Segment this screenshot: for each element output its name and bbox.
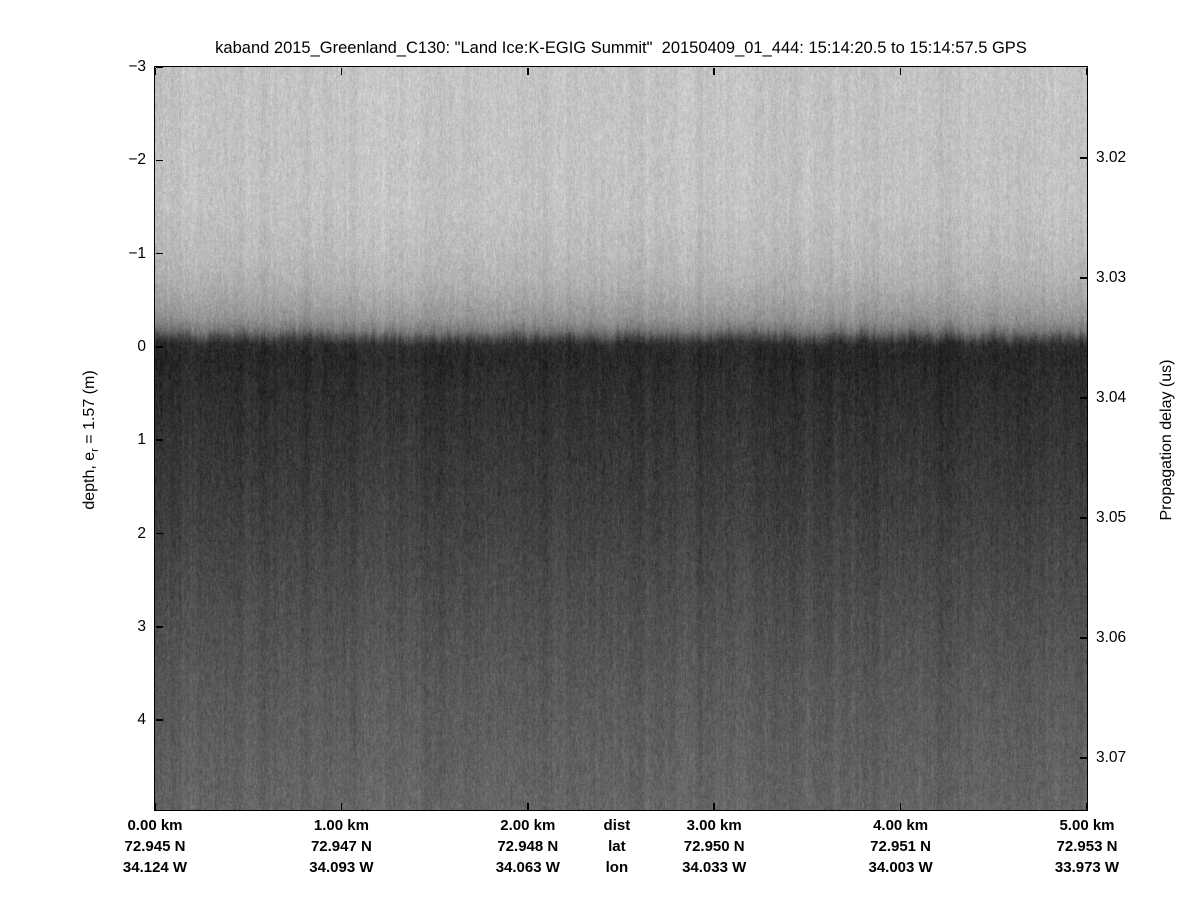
dist-value: 1.00 km xyxy=(313,817,369,834)
bottom-axis-tick xyxy=(527,802,529,810)
lat-value: 72.950 N xyxy=(683,838,745,855)
top-axis-tick xyxy=(899,67,902,75)
left-axis-tick-label: −3 xyxy=(128,58,146,75)
right-axis-tick-label: 3.06 xyxy=(1096,629,1127,646)
right-axis-title: Propagation delay (us) xyxy=(1158,359,1175,521)
right-axis-tick-label: 3.03 xyxy=(1096,268,1127,286)
bottom-axis-column: 3.00 km 72.950 N 34.033 W xyxy=(682,815,746,878)
left-axis-tick-label: 2 xyxy=(137,524,146,542)
lat-header: lat xyxy=(608,838,626,855)
right-axis-tick xyxy=(1079,757,1087,759)
dist-value: 4.00 km xyxy=(873,817,929,834)
left-axis-tick-label: 1 xyxy=(137,431,146,449)
right-axis-tick xyxy=(1079,157,1087,159)
top-axis-tick xyxy=(527,67,529,75)
left-axis-tick xyxy=(155,252,163,255)
bottom-axis-tick xyxy=(713,802,715,810)
left-axis-tick-label: 4 xyxy=(137,711,146,729)
top-axis-tick xyxy=(340,67,343,75)
right-axis-tick xyxy=(1079,517,1087,519)
lon-value: 34.033 W xyxy=(682,859,747,876)
dist-header: dist xyxy=(603,817,631,834)
bottom-axis-tick xyxy=(1086,802,1088,810)
lat-value: 72.953 N xyxy=(1056,838,1118,855)
figure-title: kaband 2015_Greenland_C130: "Land Ice:K-… xyxy=(215,39,1027,57)
bottom-axis-tick xyxy=(899,802,902,810)
left-axis-tick xyxy=(155,532,163,535)
bottom-axis-column: 2.00 km 72.948 N 34.063 W xyxy=(496,815,560,878)
right-axis-tick xyxy=(1079,277,1087,279)
left-axis-title-sub: r xyxy=(89,448,102,452)
lon-header: lon xyxy=(605,859,629,876)
bottom-axis-column: 5.00 km 72.953 N 33.973 W xyxy=(1055,815,1119,878)
bottom-axis-tick xyxy=(154,802,156,810)
left-axis-tick xyxy=(155,719,163,721)
bottom-axis-header-column: dist lat lon xyxy=(604,815,631,878)
lat-value: 72.951 N xyxy=(870,838,932,855)
lon-value: 34.093 W xyxy=(309,859,374,876)
right-axis-tick xyxy=(1079,397,1087,399)
lon-value: 33.973 W xyxy=(1054,859,1120,876)
lat-value: 72.948 N xyxy=(497,838,559,855)
bottom-axis-column: 4.00 km 72.951 N 34.003 W xyxy=(868,815,932,878)
left-axis-title-pre: depth, e xyxy=(80,451,98,510)
top-axis-tick xyxy=(1086,67,1088,75)
left-axis-title-post: = 1.57 (m) xyxy=(80,370,98,449)
lat-value: 72.945 N xyxy=(124,838,186,855)
radargram-image xyxy=(155,67,1087,810)
left-axis-tick xyxy=(155,439,163,441)
bottom-axis-column: 1.00 km 72.947 N 34.093 W xyxy=(309,815,373,878)
right-axis-tick-label: 3.02 xyxy=(1096,148,1127,166)
bottom-axis-column: 0.00 km 72.945 N 34.124 W xyxy=(123,815,187,878)
top-axis-tick xyxy=(154,67,156,75)
lon-value: 34.003 W xyxy=(868,859,933,876)
left-axis-tick xyxy=(155,346,163,348)
left-axis-tick xyxy=(155,159,163,162)
left-axis-tick-label: −1 xyxy=(128,244,146,262)
lon-value: 34.124 W xyxy=(122,859,188,876)
dist-value: 2.00 km xyxy=(500,817,556,834)
right-axis-tick xyxy=(1079,637,1087,639)
dist-value: 0.00 km xyxy=(127,817,183,834)
left-axis-tick-label: −2 xyxy=(128,151,146,169)
right-axis-tick-label: 3.04 xyxy=(1096,388,1127,406)
dist-value: 5.00 km xyxy=(1059,817,1115,834)
right-axis-tick-label: 3.07 xyxy=(1096,749,1127,766)
lat-value: 72.947 N xyxy=(310,838,372,855)
right-axis-tick-label: 3.05 xyxy=(1096,509,1127,526)
left-axis-tick-label: 0 xyxy=(137,337,146,355)
top-axis-tick xyxy=(713,67,715,75)
lon-value: 34.063 W xyxy=(495,859,560,876)
dist-value: 3.00 km xyxy=(686,817,742,834)
left-axis-tick xyxy=(155,626,163,628)
bottom-axis-tick xyxy=(340,802,343,810)
left-axis-tick-label: 3 xyxy=(137,617,146,635)
left-axis-title: depth, er = 1.57 (m) xyxy=(81,370,101,509)
left-axis-tick xyxy=(155,66,163,68)
